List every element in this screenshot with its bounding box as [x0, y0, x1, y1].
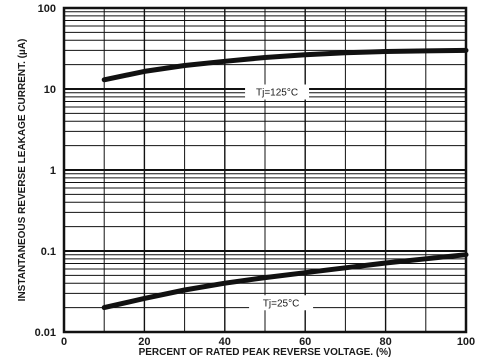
annotation-bg: [249, 295, 314, 311]
tick-layer: 0 20 40 60 80 100 0.01 0.1 1 10 100: [35, 3, 476, 348]
series-layer: [101, 47, 469, 311]
annotation-bg: [245, 84, 310, 100]
y-axis-label: INSTANTANEOUS REVERSE LEAKAGE CURRENT. (…: [17, 39, 28, 302]
y-tick-label: 10: [44, 84, 56, 96]
plot-frame: [62, 6, 468, 334]
x-tick-label: 80: [379, 336, 391, 348]
annotation-tj-25c: Tj=25°C: [263, 298, 300, 309]
y-tick-label: 1: [50, 165, 56, 177]
annotation-layer: Tj=125°C Tj=25°C: [245, 84, 314, 311]
x-tick-label: 60: [299, 336, 311, 348]
x-tick-label: 0: [61, 336, 67, 348]
x-tick-label: 20: [138, 336, 150, 348]
curve-tj-125c: [101, 47, 469, 83]
y-tick-label: 0.01: [35, 327, 56, 339]
x-tick-label: 40: [219, 336, 231, 348]
y-tick-label: 100: [38, 3, 56, 15]
annotation-tj-125c: Tj=125°C: [256, 87, 298, 98]
curve-tj-25c: [101, 252, 469, 311]
x-tick-label: 100: [457, 336, 475, 348]
y-tick-label: 0.1: [41, 246, 56, 258]
x-axis-label: PERCENT OF RATED PEAK REVERSE VOLTAGE. (…: [139, 347, 392, 358]
